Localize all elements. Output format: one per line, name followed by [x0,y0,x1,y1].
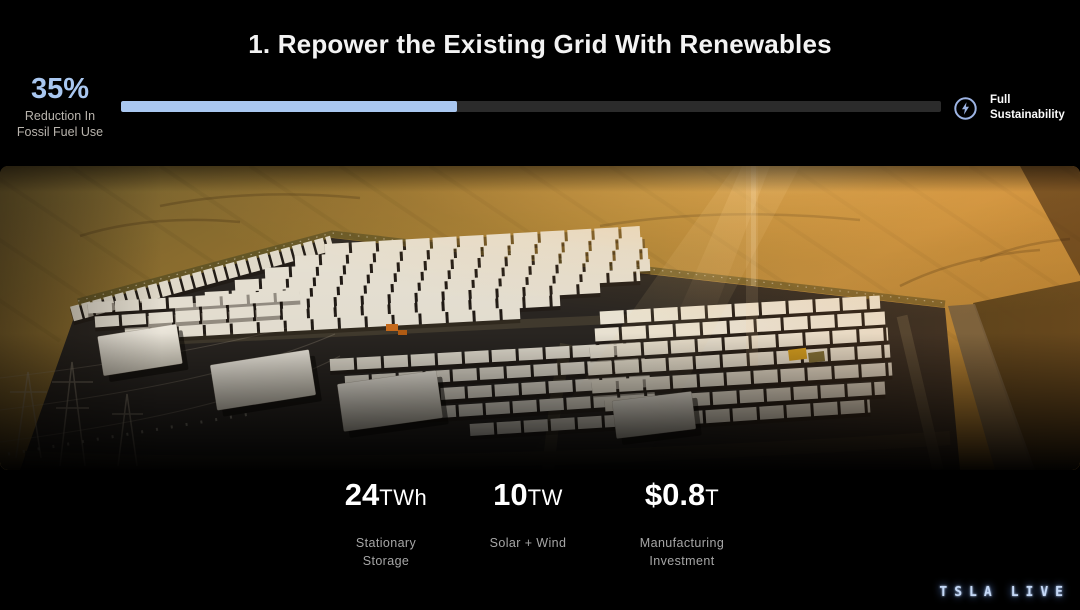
megapack-aerial-illustration [0,166,1080,470]
metric-caption-line2: Fossil Fuel Use [16,125,104,139]
stat-stationary-storage: 24TWh Stationary Storage [296,474,476,570]
goal-label-line1: Full [990,94,1011,106]
metric-caption-line1: Reduction In [24,109,96,123]
lightning-circle-icon [953,96,978,121]
stat-label: Manufacturing Investment [639,536,725,568]
stat-number: 10 [493,477,528,512]
stat-unit: TWh [379,485,428,510]
stat-value: $0.8T [592,474,772,522]
progress-bar-track [121,101,941,112]
stat-number: 24 [344,477,380,512]
stat-label: Solar + Wind [489,536,567,550]
stat-manufacturing-investment: $0.8T Manufacturing Investment [592,474,772,570]
stat-value: 24TWh [296,474,476,522]
tsla-live-watermark: TSLA LIVE [939,585,1070,600]
stat-label: Stationary Storage [355,536,417,568]
goal-label-line2: Sustainability [990,109,1065,121]
stat-solar-wind: 10TW Solar + Wind [438,474,618,552]
megapack-aerial-photo [0,166,1080,470]
stat-unit: TW [527,485,563,510]
progress-bar-fill [121,101,458,112]
goal-label: Full Sustainability [990,93,1065,123]
stat-unit: T [705,485,720,510]
stat-number: $0.8 [644,477,706,512]
slide-title: 1. Repower the Existing Grid With Renewa… [248,29,832,59]
metric-value: 35% [30,73,90,105]
metric-caption: Reduction In Fossil Fuel Use [0,108,120,140]
fossil-reduction-metric: 35% Reduction In Fossil Fuel Use [0,74,120,140]
stat-value: 10TW [438,474,618,522]
goal-indicator: Full Sustainability [953,93,1065,123]
